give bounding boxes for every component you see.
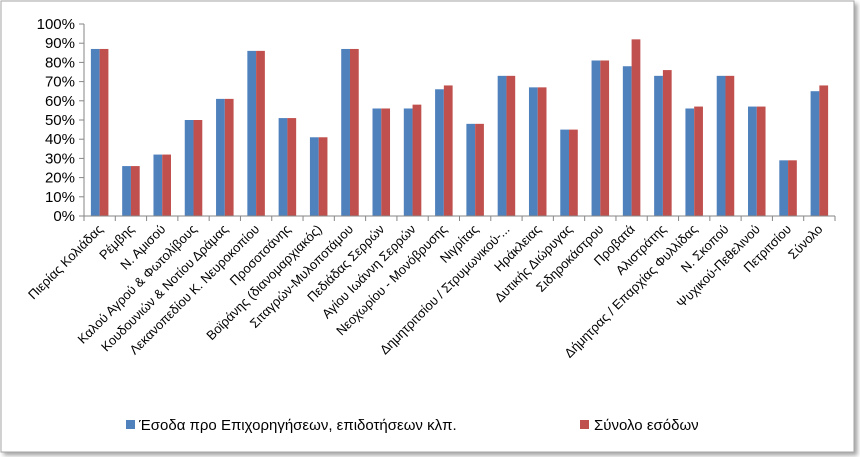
bar-series-1 — [247, 50, 257, 216]
bar-series-1 — [341, 48, 350, 217]
bar-series-1 — [748, 106, 757, 216]
bar-series-1 — [184, 120, 194, 216]
bar-series-1 — [90, 48, 100, 217]
bar-series-1 — [403, 108, 413, 216]
bar-series-2 — [412, 104, 422, 216]
bar-series-2 — [506, 75, 516, 216]
bar-series-2 — [443, 85, 453, 216]
bar-series-1 — [654, 75, 663, 216]
bar-series-1 — [216, 98, 225, 216]
legend-label-series-2: Σύνολο εσόδων — [594, 417, 699, 434]
bar-series-1 — [716, 75, 726, 216]
bar-series-1 — [153, 154, 163, 216]
bar-series-1 — [685, 108, 695, 216]
bar-series-1 — [591, 60, 601, 217]
bar-series-1 — [779, 160, 789, 216]
bar-series-2 — [162, 154, 171, 216]
bar-series-1 — [309, 137, 319, 216]
bar-series-1 — [560, 129, 570, 216]
bar-series-2 — [662, 70, 672, 216]
y-tick-label: 0% — [53, 208, 75, 225]
bar-series-2 — [631, 39, 641, 216]
bar-series-1 — [278, 118, 288, 216]
bar-series-2 — [756, 106, 766, 216]
y-tick-label: 20% — [45, 170, 75, 187]
y-tick-label: 80% — [45, 54, 75, 71]
bar-series-1 — [122, 166, 131, 216]
bar-series-1 — [497, 75, 507, 216]
bar-series-2 — [349, 48, 359, 217]
bar-series-2 — [694, 106, 703, 216]
bar-series-1 — [810, 91, 820, 216]
bar-series-1 — [372, 108, 382, 216]
bar-series-2 — [600, 60, 610, 217]
bar-series-2 — [819, 85, 829, 216]
y-tick-label: 70% — [45, 74, 75, 91]
bar-series-2 — [224, 98, 234, 216]
legend: Έσοδα προ Επιχορηγήσεων, επιδοτήσεων κλπ… — [126, 417, 699, 434]
bar-series-2 — [99, 48, 109, 217]
y-tick-label: 50% — [45, 112, 75, 129]
bar-series-1 — [466, 123, 476, 216]
bar-series-2 — [475, 123, 484, 216]
bar-series-1 — [622, 66, 632, 217]
bar-series-2 — [287, 118, 297, 216]
y-tick-label: 90% — [45, 35, 75, 52]
bar-series-2 — [130, 166, 140, 216]
legend-label-series-1: Έσοδα προ Επιχορηγήσεων, επιδοτήσεων κλπ… — [138, 417, 457, 434]
bars — [90, 39, 829, 217]
legend-swatch-series-2 — [580, 420, 589, 429]
y-tick-label: 10% — [45, 189, 75, 206]
bar-series-2 — [569, 129, 578, 216]
bar-series-1 — [528, 87, 538, 216]
y-axis: 0% 10% 20% 30% 40% 50% 60% 70% 80% 90% 100% — [37, 16, 85, 225]
y-tick-label: 100% — [37, 16, 75, 33]
bar-series-1 — [435, 89, 444, 216]
bar-series-2 — [318, 137, 328, 216]
bar-series-2 — [537, 87, 547, 216]
legend-swatch-series-1 — [126, 420, 135, 429]
bar-series-2 — [725, 75, 735, 216]
y-tick-label: 40% — [45, 131, 75, 148]
y-tick-label: 60% — [45, 93, 75, 110]
bar-series-2 — [256, 50, 265, 216]
y-tick-label: 30% — [45, 150, 75, 167]
bar-series-2 — [381, 108, 391, 216]
bar-series-2 — [788, 160, 797, 216]
bar-series-2 — [193, 120, 203, 216]
